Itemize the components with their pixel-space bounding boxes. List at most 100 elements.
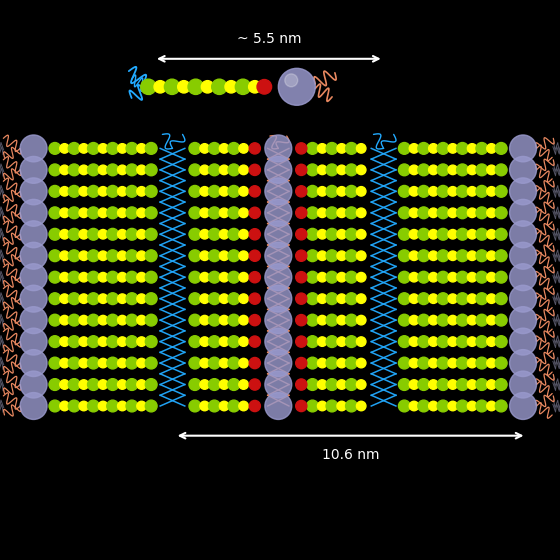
Circle shape xyxy=(107,357,119,369)
Circle shape xyxy=(418,143,430,155)
Circle shape xyxy=(495,207,507,219)
Circle shape xyxy=(456,400,468,412)
Text: ~ 5.5 nm: ~ 5.5 nm xyxy=(236,32,301,46)
Circle shape xyxy=(337,315,347,325)
Circle shape xyxy=(307,250,318,262)
Circle shape xyxy=(137,165,146,175)
Circle shape xyxy=(487,315,496,325)
Circle shape xyxy=(208,207,220,219)
Circle shape xyxy=(487,358,496,368)
Circle shape xyxy=(337,358,347,368)
Circle shape xyxy=(98,186,108,196)
Circle shape xyxy=(265,328,292,355)
Circle shape xyxy=(249,164,260,175)
Circle shape xyxy=(495,164,507,176)
Circle shape xyxy=(118,251,127,260)
Circle shape xyxy=(60,251,69,260)
Circle shape xyxy=(87,143,99,155)
Circle shape xyxy=(87,207,99,219)
Circle shape xyxy=(437,143,449,155)
Circle shape xyxy=(257,80,272,94)
Circle shape xyxy=(68,272,80,283)
Circle shape xyxy=(137,251,146,260)
Circle shape xyxy=(296,207,307,218)
Circle shape xyxy=(487,273,496,282)
Circle shape xyxy=(87,228,99,240)
Circle shape xyxy=(487,251,496,260)
Circle shape xyxy=(200,208,209,218)
Circle shape xyxy=(428,186,438,196)
Circle shape xyxy=(296,228,307,240)
Circle shape xyxy=(208,272,220,283)
Circle shape xyxy=(448,230,458,239)
Circle shape xyxy=(212,79,227,95)
Circle shape xyxy=(346,228,357,240)
Circle shape xyxy=(437,228,449,240)
Circle shape xyxy=(79,208,88,218)
Circle shape xyxy=(249,357,260,368)
Circle shape xyxy=(200,294,209,304)
Circle shape xyxy=(468,315,477,325)
Circle shape xyxy=(220,380,229,389)
Circle shape xyxy=(418,357,430,369)
Circle shape xyxy=(20,199,47,226)
Circle shape xyxy=(265,349,292,376)
Circle shape xyxy=(228,314,240,326)
Circle shape xyxy=(318,144,327,153)
Circle shape xyxy=(146,164,157,176)
Circle shape xyxy=(208,250,220,262)
Circle shape xyxy=(428,273,438,282)
Circle shape xyxy=(249,272,260,283)
Circle shape xyxy=(346,272,357,283)
Circle shape xyxy=(346,207,357,219)
Circle shape xyxy=(437,207,449,219)
Circle shape xyxy=(296,357,307,368)
Circle shape xyxy=(437,185,449,197)
Circle shape xyxy=(265,285,292,312)
Circle shape xyxy=(418,250,430,262)
Circle shape xyxy=(476,336,488,347)
Circle shape xyxy=(228,336,240,347)
Circle shape xyxy=(79,337,88,346)
Circle shape xyxy=(79,380,88,389)
Circle shape xyxy=(68,207,80,219)
Circle shape xyxy=(79,358,88,368)
Circle shape xyxy=(200,401,209,411)
Circle shape xyxy=(49,272,60,283)
Circle shape xyxy=(296,336,307,347)
Circle shape xyxy=(228,272,240,283)
Circle shape xyxy=(60,186,69,196)
Circle shape xyxy=(79,315,88,325)
Circle shape xyxy=(228,400,240,412)
Circle shape xyxy=(448,380,458,389)
Circle shape xyxy=(118,165,127,175)
Circle shape xyxy=(346,336,357,347)
Circle shape xyxy=(409,273,419,282)
Circle shape xyxy=(118,401,127,411)
Circle shape xyxy=(326,379,338,390)
Circle shape xyxy=(107,143,119,155)
Circle shape xyxy=(20,328,47,355)
Circle shape xyxy=(20,178,47,205)
Circle shape xyxy=(68,379,80,390)
Circle shape xyxy=(146,228,157,240)
Circle shape xyxy=(337,294,347,304)
Circle shape xyxy=(510,135,536,162)
Circle shape xyxy=(476,400,488,412)
Circle shape xyxy=(399,272,410,283)
Circle shape xyxy=(468,230,477,239)
Circle shape xyxy=(399,293,410,305)
Circle shape xyxy=(356,273,366,282)
Circle shape xyxy=(98,144,108,153)
Circle shape xyxy=(487,165,496,175)
Circle shape xyxy=(296,164,307,175)
Circle shape xyxy=(487,337,496,346)
Circle shape xyxy=(456,185,468,197)
Circle shape xyxy=(307,228,318,240)
Circle shape xyxy=(239,315,249,325)
Circle shape xyxy=(318,273,327,282)
Circle shape xyxy=(278,68,315,105)
Circle shape xyxy=(208,357,220,369)
Circle shape xyxy=(495,143,507,155)
Circle shape xyxy=(137,273,146,282)
